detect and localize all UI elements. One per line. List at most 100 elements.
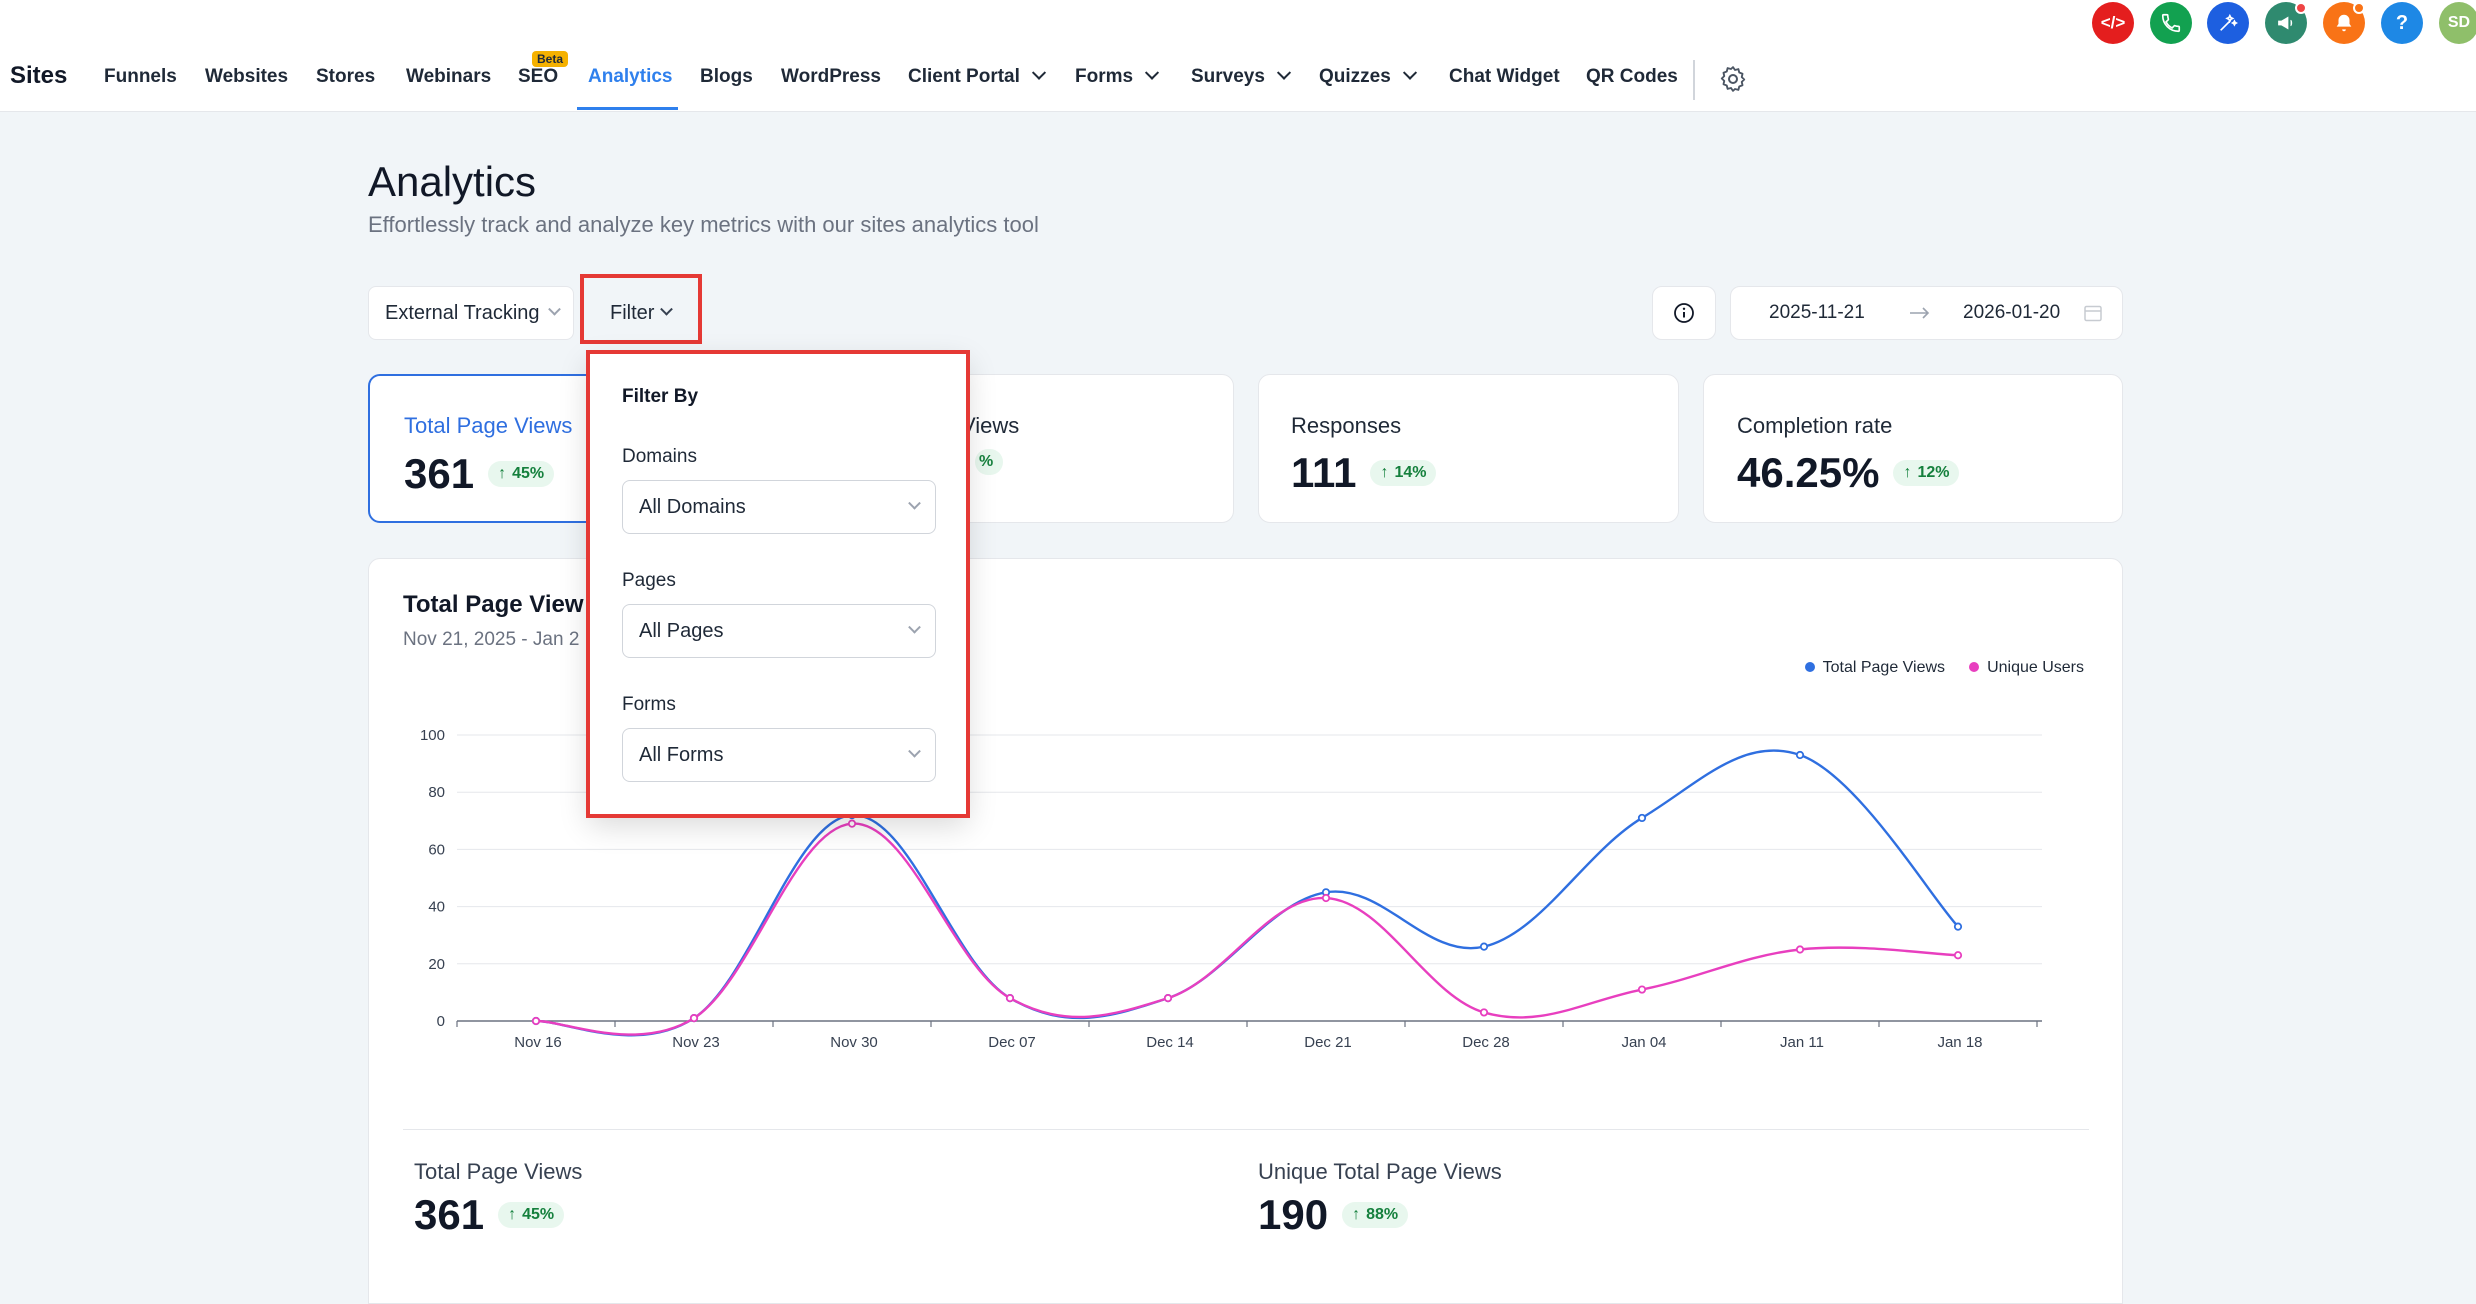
chart-title: Total Page View — [403, 591, 584, 618]
arrow-up-icon: ↑ — [498, 465, 507, 482]
data-point — [1795, 945, 1805, 954]
arrow-up-icon: ↑ — [1352, 1206, 1361, 1223]
data-point — [847, 819, 857, 828]
avatar[interactable]: SD — [2439, 2, 2476, 44]
arrow-right-icon — [1910, 307, 1930, 319]
arrow-up-icon: ↑ — [1903, 464, 1912, 481]
line-chart: 0 20 40 60 80 100 Nov 16 Nov 23 Nov 30 Dec 07 Dec … — [420, 727, 2042, 1051]
filter-button[interactable]: Filter — [590, 286, 696, 340]
code-icon[interactable]: </> — [2092, 2, 2134, 44]
nav-funnels[interactable]: Funnels — [104, 66, 177, 87]
metric-value-row: 111 ↑ 14% — [1291, 449, 1437, 497]
pages-label: Pages — [622, 570, 676, 591]
arrow-up-icon: ↑ — [508, 1206, 517, 1223]
data-point — [1479, 942, 1489, 951]
pages-select[interactable]: All Pages — [622, 604, 936, 658]
y-tick-label: 100 — [420, 727, 445, 744]
change-value: 14% — [1394, 464, 1427, 481]
info-icon — [1674, 303, 1694, 323]
help-icon[interactable]: ? — [2381, 2, 2423, 44]
x-tick-label: Jan 11 — [1780, 1034, 1824, 1051]
domains-select[interactable]: All Domains — [622, 480, 936, 534]
x-tick-label: Dec 21 — [1304, 1034, 1352, 1051]
date-range-picker[interactable]: 2025-11-21 2026-01-20 — [1730, 286, 2123, 340]
nav-stores[interactable]: Stores — [316, 66, 376, 87]
page-title: Analytics — [368, 158, 537, 205]
nav-wordpress[interactable]: WordPress — [781, 66, 881, 87]
data-point — [1005, 994, 1015, 1003]
nav-analytics[interactable]: Analytics — [588, 66, 673, 87]
metric-value: 46.25% — [1737, 449, 1880, 496]
data-point — [1953, 951, 1963, 960]
chart-subtitle: Nov 21, 2025 - Jan 2 — [403, 629, 580, 650]
info-button[interactable] — [1652, 286, 1716, 340]
x-tick-label: Dec 07 — [988, 1034, 1036, 1051]
tracking-select-value: External Tracking — [385, 301, 540, 324]
change-badge: % — [975, 449, 1004, 475]
data-point — [1637, 985, 1647, 994]
legend-label: Total Page Views — [1822, 659, 1946, 676]
nav-quizzes-label: Quizzes — [1319, 66, 1391, 87]
metric-value: 361 — [404, 450, 475, 497]
forms-label: Forms — [622, 694, 676, 715]
summary-value-row: 361 ↑ 45% — [414, 1191, 565, 1239]
filter-by-title: Filter By — [622, 386, 699, 407]
nav-surveys[interactable]: Surveys — [1191, 65, 1292, 88]
legend-label: Unique Users — [1987, 659, 2084, 676]
metric-value-row: 361 ↑ 45% — [404, 450, 555, 498]
data-point — [1637, 813, 1647, 823]
nav-chat-widget[interactable]: Chat Widget — [1449, 66, 1560, 87]
magic-wand-icon[interactable] — [2207, 2, 2249, 44]
change-badge: ↑ 45% — [498, 1202, 565, 1228]
metric-card-responses[interactable]: Responses 111 ↑ 14% — [1258, 374, 1679, 523]
metric-card-completion-rate[interactable]: Completion rate 46.25% ↑ 12% — [1703, 374, 2123, 523]
x-tick-label: Nov 30 — [830, 1034, 878, 1051]
domains-label: Domains — [622, 446, 697, 467]
help-icon-glyph: ? — [2395, 11, 2409, 34]
chevron-down-icon — [1402, 65, 1417, 80]
data-point — [531, 1016, 541, 1026]
change-value: 45% — [522, 1206, 555, 1223]
summary-value: 361 — [414, 1191, 485, 1238]
notification-dot — [2295, 2, 2307, 14]
nav-qr-codes[interactable]: QR Codes — [1586, 66, 1678, 87]
nav-forms[interactable]: Forms — [1075, 65, 1160, 88]
chevron-down-icon — [547, 302, 561, 316]
metric-label: Completion rate — [1737, 413, 1893, 438]
bell-icon[interactable] — [2323, 2, 2365, 44]
top-navigation-bar: Sites Funnels Websites Stores Webinars S… — [0, 0, 2476, 112]
nav-webinars[interactable]: Webinars — [406, 66, 492, 87]
nav-client-portal[interactable]: Client Portal — [908, 65, 1046, 88]
date-end[interactable]: 2026-01-20 — [1963, 302, 2061, 323]
avatar-initials: SD — [2447, 14, 2471, 31]
calendar-icon[interactable] — [2083, 303, 2103, 323]
legend-item-total-page-views[interactable]: Total Page Views — [1804, 659, 1946, 677]
x-tick-label: Dec 14 — [1146, 1034, 1194, 1051]
date-start[interactable]: 2025-11-21 — [1769, 302, 1865, 323]
nav-blogs[interactable]: Blogs — [700, 66, 753, 87]
legend-item-unique-users[interactable]: Unique Users — [1969, 659, 2084, 677]
domains-select-value: All Domains — [639, 495, 746, 518]
nav-websites[interactable]: Websites — [205, 66, 289, 87]
data-point — [1953, 922, 1963, 931]
summary-value-row: 190 ↑ 88% — [1258, 1191, 1409, 1239]
metric-label: Views — [961, 413, 1020, 438]
nav-client-portal-label: Client Portal — [908, 66, 1020, 87]
chevron-down-icon — [1031, 65, 1046, 80]
data-point — [1321, 893, 1331, 903]
nav-quizzes[interactable]: Quizzes — [1319, 65, 1417, 88]
megaphone-icon[interactable] — [2265, 2, 2307, 44]
gear-icon[interactable] — [1718, 64, 1748, 94]
nav-seo[interactable]: SEO — [518, 66, 559, 87]
forms-select[interactable]: All Forms — [622, 728, 936, 782]
tracking-select[interactable]: External Tracking — [368, 286, 574, 340]
active-tab-indicator — [577, 107, 678, 110]
change-value: 88% — [1366, 1206, 1399, 1223]
y-tick-label: 80 — [428, 784, 445, 801]
phone-icon[interactable] — [2150, 2, 2192, 44]
data-point — [1479, 1008, 1489, 1017]
x-tick-label: Nov 23 — [672, 1034, 720, 1051]
change-badge: ↑ 12% — [1893, 460, 1960, 486]
metric-label: Responses — [1291, 413, 1402, 438]
metric-card-total-page-views[interactable]: Total Page Views 361 ↑ 45% — [368, 374, 788, 523]
